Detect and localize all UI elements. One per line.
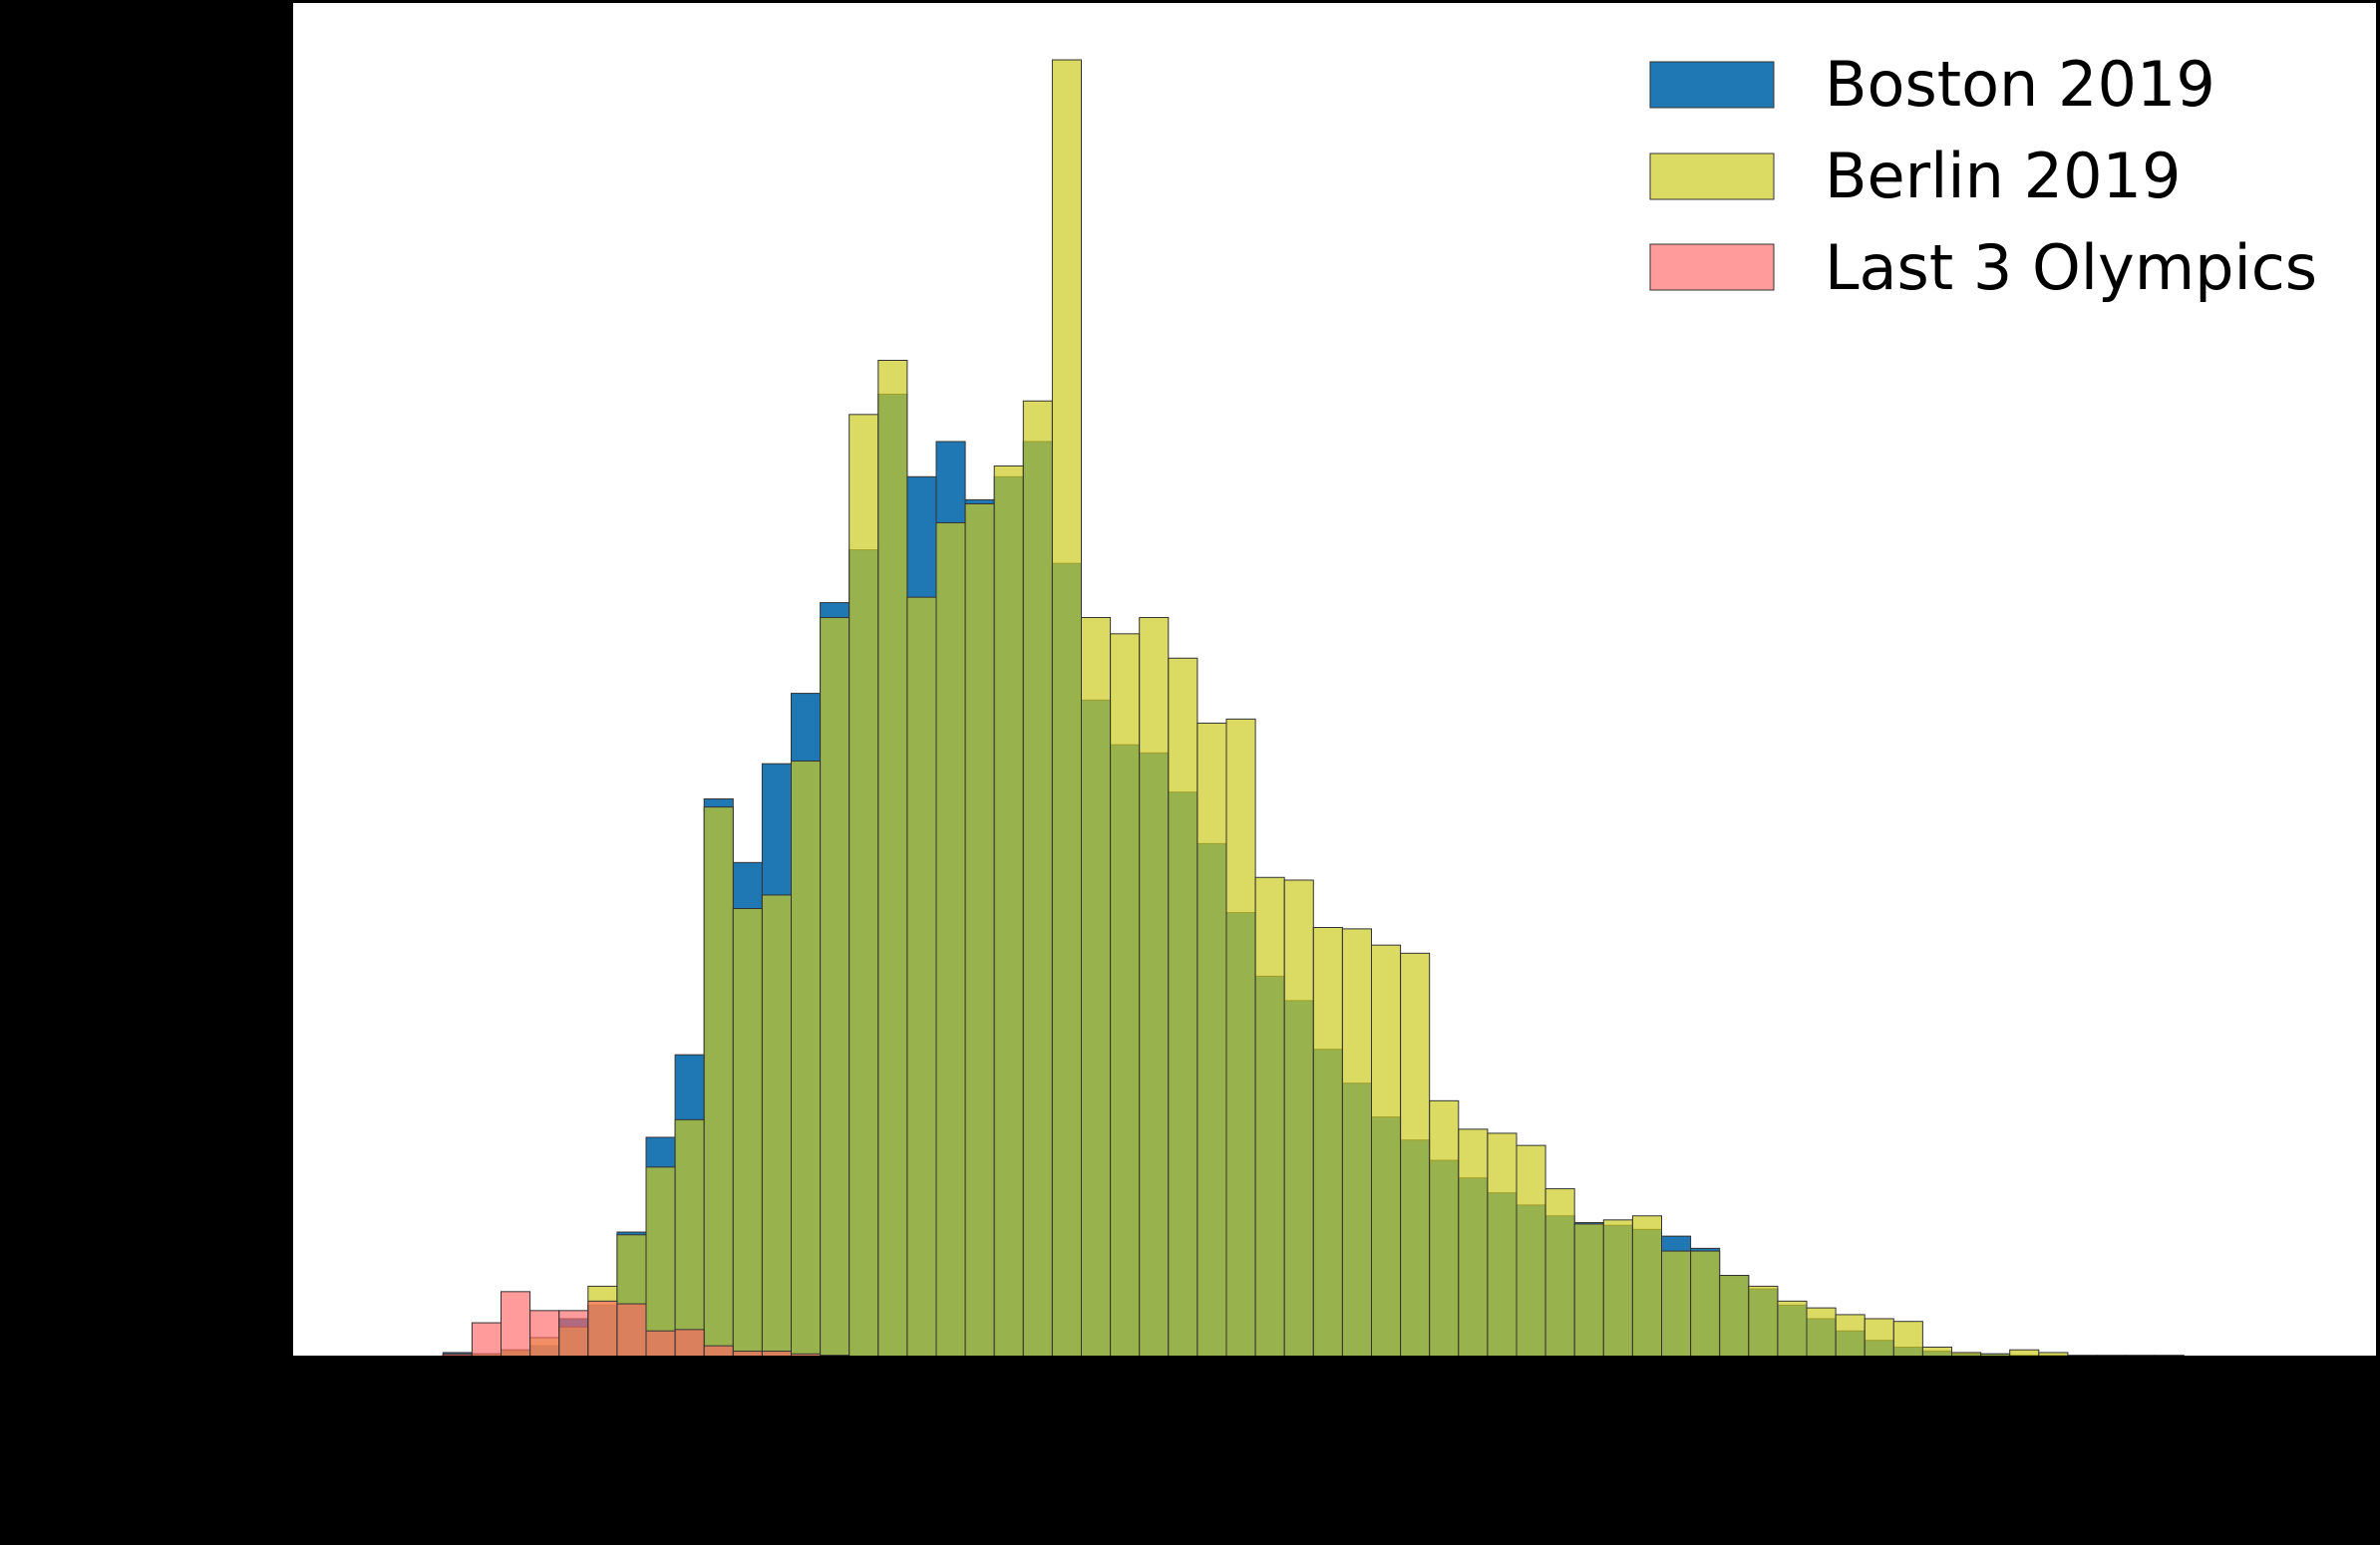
bar-series2-bin6 bbox=[529, 1310, 560, 1358]
bar-series1-bin38 bbox=[1458, 1128, 1489, 1358]
bar-series1-bin31 bbox=[1254, 876, 1285, 1358]
bar-series2-bin7 bbox=[558, 1310, 589, 1358]
legend-swatch-boston-2019 bbox=[1649, 61, 1775, 109]
bar-series2-bin9 bbox=[616, 1303, 647, 1358]
bar-series1-bin44 bbox=[1631, 1215, 1663, 1358]
bar-series1-bin25 bbox=[1081, 617, 1112, 1358]
bar-series1-bin34 bbox=[1341, 928, 1373, 1358]
bar-series2-bin5 bbox=[501, 1291, 531, 1358]
bars-layer bbox=[442, 59, 2185, 1358]
bar-series1-bin29 bbox=[1196, 722, 1227, 1358]
bar-series1-bin50 bbox=[1806, 1307, 1837, 1358]
bar-series2-bin10 bbox=[645, 1330, 676, 1358]
bar-series2-bin11 bbox=[674, 1329, 705, 1358]
bar-series1-bin35 bbox=[1371, 944, 1402, 1358]
bar-series1-bin24 bbox=[1051, 59, 1083, 1358]
series-1-bars bbox=[442, 59, 2185, 1358]
legend-label-berlin-2019: Berlin 2019 bbox=[1825, 140, 2181, 212]
bar-series1-bin53 bbox=[1892, 1321, 1923, 1358]
bar-series1-bin28 bbox=[1168, 657, 1198, 1358]
bar-series2-bin12 bbox=[703, 1345, 734, 1358]
bar-series2-bin4 bbox=[471, 1322, 502, 1358]
bar-series1-bin12 bbox=[703, 806, 734, 1358]
bar-series1-bin42 bbox=[1573, 1223, 1604, 1358]
legend-label-boston-2019: Boston 2019 bbox=[1825, 48, 2215, 121]
bar-series1-bin11 bbox=[674, 1118, 705, 1358]
bar-series1-bin22 bbox=[993, 464, 1024, 1358]
bar-series1-bin30 bbox=[1225, 718, 1256, 1358]
bar-series1-bin23 bbox=[1022, 400, 1053, 1358]
bar-series1-bin54 bbox=[1921, 1346, 1953, 1358]
bar-series1-bin49 bbox=[1777, 1300, 1808, 1358]
bar-series1-bin47 bbox=[1719, 1275, 1750, 1358]
legend-label-last-3-olympics: Last 3 Olympics bbox=[1825, 231, 2317, 304]
series-2-bars bbox=[442, 1291, 850, 1358]
bar-series1-bin57 bbox=[2009, 1349, 2040, 1358]
bar-series1-bin41 bbox=[1544, 1188, 1575, 1358]
bar-series1-bin43 bbox=[1602, 1219, 1633, 1358]
bar-series1-bin52 bbox=[1864, 1318, 1894, 1358]
bar-series1-bin37 bbox=[1429, 1099, 1460, 1358]
bar-series2-bin8 bbox=[587, 1300, 618, 1358]
bar-series1-bin19 bbox=[906, 596, 937, 1358]
bar-series1-bin46 bbox=[1690, 1250, 1721, 1358]
bar-series1-bin18 bbox=[877, 360, 908, 1358]
bar-series1-bin51 bbox=[1835, 1314, 1866, 1358]
bar-series1-bin26 bbox=[1110, 633, 1141, 1358]
legend-swatch-berlin-2019 bbox=[1649, 153, 1775, 200]
bar-series1-bin20 bbox=[935, 521, 966, 1358]
bar-series1-bin45 bbox=[1661, 1250, 1692, 1358]
bar-series1-bin13 bbox=[732, 908, 763, 1358]
bar-series1-bin32 bbox=[1283, 879, 1314, 1358]
bar-series1-bin36 bbox=[1400, 952, 1431, 1358]
bar-series1-bin15 bbox=[791, 760, 822, 1358]
bar-series1-bin39 bbox=[1487, 1132, 1518, 1358]
bar-series1-bin27 bbox=[1139, 617, 1170, 1358]
bar-series1-bin16 bbox=[820, 617, 850, 1358]
bar-series1-bin17 bbox=[849, 414, 879, 1358]
bar-series1-bin10 bbox=[645, 1166, 676, 1358]
bar-series1-bin33 bbox=[1312, 927, 1343, 1358]
bar-series1-bin40 bbox=[1516, 1144, 1546, 1358]
bar-series1-bin48 bbox=[1748, 1285, 1779, 1358]
bar-series1-bin14 bbox=[761, 894, 793, 1358]
legend-swatch-last-3-olympics bbox=[1649, 243, 1775, 291]
legend: Boston 2019 Berlin 2019 Last 3 Olympics bbox=[1649, 48, 2317, 304]
bar-series1-bin21 bbox=[964, 502, 995, 1358]
